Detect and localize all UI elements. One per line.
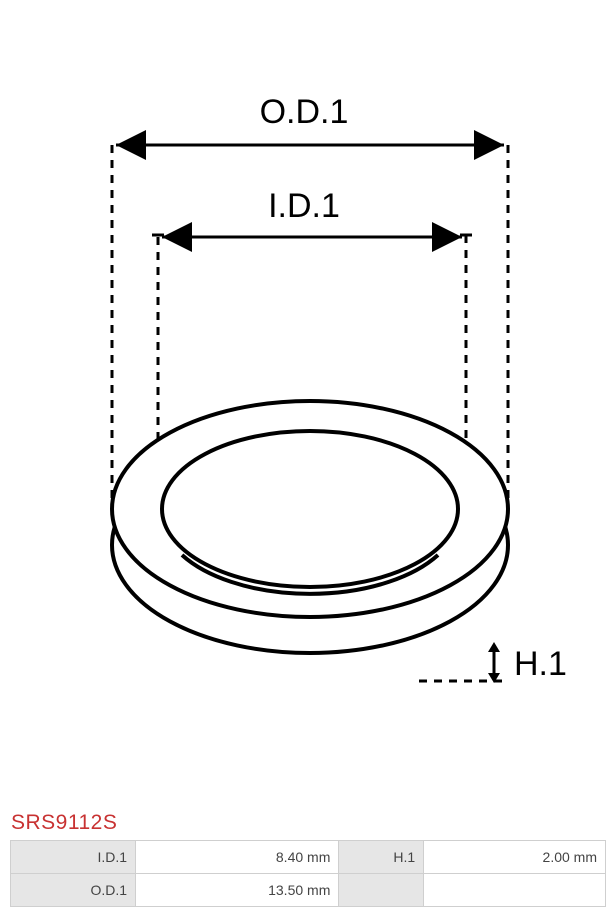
cell-value-id: 8.40 mm [136,841,339,874]
ring-dimension-diagram: O.D.1 I.D.1 H.1 [0,0,608,725]
cell-value-h: 2.00 mm [424,841,606,874]
cell-label-od: O.D.1 [11,874,136,907]
od-label: O.D.1 [260,93,349,131]
h-label: H.1 [514,645,567,683]
cell-empty [339,874,424,907]
id-label: I.D.1 [268,187,340,225]
cell-label-id: I.D.1 [11,841,136,874]
h-arrow-up [488,642,500,652]
ring-top-inner [162,431,458,587]
cell-value-od: 13.50 mm [136,874,339,907]
table-row: O.D.1 13.50 mm [11,874,606,907]
table-row: I.D.1 8.40 mm H.1 2.00 mm [11,841,606,874]
diagram-svg: O.D.1 I.D.1 H.1 [24,85,584,725]
cell-label-h: H.1 [339,841,424,874]
spec-table: I.D.1 8.40 mm H.1 2.00 mm O.D.1 13.50 mm [10,840,606,907]
cell-empty [424,874,606,907]
part-code: SRS9112S [11,811,117,835]
